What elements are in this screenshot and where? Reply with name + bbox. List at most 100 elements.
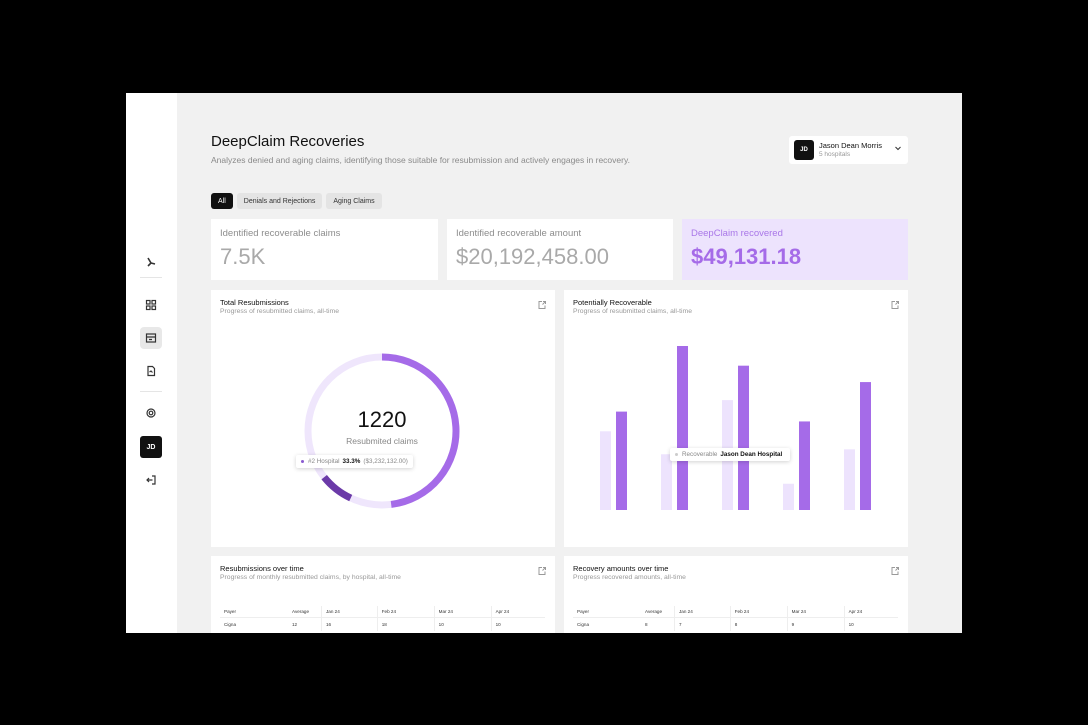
table-cell: 16 [321,617,378,631]
table-cell: Cigna [577,622,590,627]
filter-denials[interactable]: Denials and Rejections [236,193,323,209]
expand-icon[interactable] [890,297,900,309]
resubmissions-table: Payer Average Jan 24 Feb 24 Mar 24 Apr 2… [220,606,545,631]
bar-chart [600,346,871,510]
app-window: JD DeepClaim Recoveries Analyzes denied … [126,93,962,633]
user-hospitals: 5 hospitals [819,151,851,158]
bar-series-1-group-5[interactable] [844,449,855,510]
filter-all[interactable]: All [211,193,233,209]
logout-icon[interactable] [140,469,162,491]
bar-tooltip: Recoverable Jason Dean Hospital [670,448,791,461]
card-title: Resubmissions over time [220,564,304,573]
card-title: Total Resubmissions [220,298,289,307]
expand-icon[interactable] [890,563,900,575]
sidebar: JD [126,93,177,633]
stat-value: $20,192,458.00 [456,244,609,269]
chevron-down-icon [895,146,901,151]
table-row[interactable]: Cigna 8 7 8 9 10 [573,617,898,631]
sidebar-avatar[interactable]: JD [140,436,162,458]
stat-recoverable-amount: Identified recoverable amount $20,192,45… [447,219,673,280]
bar-series-2-group-5[interactable] [860,382,871,510]
table-header: Mar 24 [433,606,492,618]
donut-tooltip: #2 Hospital 33.3% ($3,232,132.00) [296,455,413,468]
table-cell: 10 [490,617,545,631]
table-header: Payer [573,606,641,618]
donut-center-label: Resubmited claims [346,436,418,446]
card-subtitle: Progress recovered amounts, all-time [573,574,686,581]
documents-icon[interactable] [140,360,162,382]
user-avatar: JD [794,140,814,160]
table-header: Mar 24 [786,606,845,618]
sidebar-divider [140,277,162,278]
card-subtitle: Progress of resubmitted claims, all-time [220,308,339,315]
stat-value: $49,131.18 [691,244,802,269]
card-recovery-amounts-over-time: Recovery amounts over time Progress reco… [564,556,908,633]
table-row[interactable]: Cigna 12 16 18 10 10 [220,617,545,631]
main-content: DeepClaim Recoveries Analyzes denied and… [177,93,962,633]
table-cell: Cigna [224,622,237,627]
table-cell: 9 [786,617,845,631]
card-subtitle: Progress of resubmitted claims, all-time [573,308,692,315]
tooltip-label: #2 Hospital [308,458,340,465]
bar-series-1-group-1[interactable] [600,431,611,510]
donut-center-value: 1220 [357,407,407,432]
tooltip-label: Recoverable [682,451,718,458]
table-cell: 8 [645,622,648,627]
bar-series-2-group-4[interactable] [799,421,810,510]
table-header-row: Payer Average Jan 24 Feb 24 Mar 24 Apr 2… [573,606,898,618]
stat-label: Identified recoverable amount [456,228,582,239]
stat-deepclaim-recovered: DeepClaim recovered $49,131.18 [682,219,908,280]
filter-aging[interactable]: Aging Claims [326,193,382,209]
bar-series-2-group-2[interactable] [677,346,688,510]
tooltip-dot [675,453,678,456]
bar-series-2-group-3[interactable] [738,365,749,510]
card-total-resubmissions: Total Resubmissions Progress of resubmit… [211,290,555,547]
table-cell: 12 [292,622,298,627]
card-title: Recovery amounts over time [573,564,669,573]
table-cell: 10 [843,617,898,631]
stat-recoverable-claims: Identified recoverable claims 7.5K [211,219,438,280]
table-header-row: Payer Average Jan 24 Feb 24 Mar 24 Apr 2… [220,606,545,618]
sidebar-divider [140,391,162,392]
bar-series-1-group-2[interactable] [661,454,672,510]
card-potentially-recoverable: Potentially Recoverable Progress of resu… [564,290,908,547]
tooltip-value: Jason Dean Hospital [720,451,783,458]
tooltip-pct: 33.3% [342,458,361,465]
donut-chart [304,353,460,509]
bar-series-2-group-1[interactable] [616,411,627,510]
table-header: Average [641,606,675,618]
table-header: Feb 24 [729,606,788,618]
recovery-table: Payer Average Jan 24 Feb 24 Mar 24 Apr 2… [573,606,898,631]
claims-icon[interactable] [140,327,162,349]
tooltip-amount: ($3,232,132.00) [363,458,408,465]
dashboard-icon[interactable] [140,294,162,316]
tooltip-dot [301,460,304,463]
settings-icon[interactable] [140,402,162,424]
table-header: Payer [220,606,288,618]
table-header: Average [288,606,322,618]
expand-icon[interactable] [537,563,547,575]
logo-icon[interactable] [140,251,162,273]
table-cell: 18 [376,617,435,631]
table-header: Feb 24 [376,606,435,618]
table-header: Jan 24 [321,606,378,618]
user-switcher[interactable]: JD Jason Dean Morris 5 hospitals [789,136,908,164]
expand-icon[interactable] [537,297,547,309]
donut-segment-other[interactable] [381,353,460,508]
card-title: Potentially Recoverable [573,298,652,307]
user-name: Jason Dean Morris [819,141,882,150]
table-cell: 10 [433,617,492,631]
table-header: Apr 24 [843,606,898,618]
page-subtitle: Analyzes denied and aging claims, identi… [211,155,630,165]
table-header: Apr 24 [490,606,545,618]
card-subtitle: Progress of monthly resubmitted claims, … [220,574,401,581]
table-cell: 7 [674,617,731,631]
stat-label: Identified recoverable claims [220,228,341,239]
bar-series-1-group-4[interactable] [783,483,794,510]
filter-chips: All Denials and Rejections Aging Claims [211,193,382,209]
table-cell: 8 [729,617,788,631]
table-header: Jan 24 [674,606,731,618]
page-title: DeepClaim Recoveries [211,133,365,150]
donut-segment-hospital-2[interactable] [321,474,353,502]
card-resubmissions-over-time: Resubmissions over time Progress of mont… [211,556,555,633]
